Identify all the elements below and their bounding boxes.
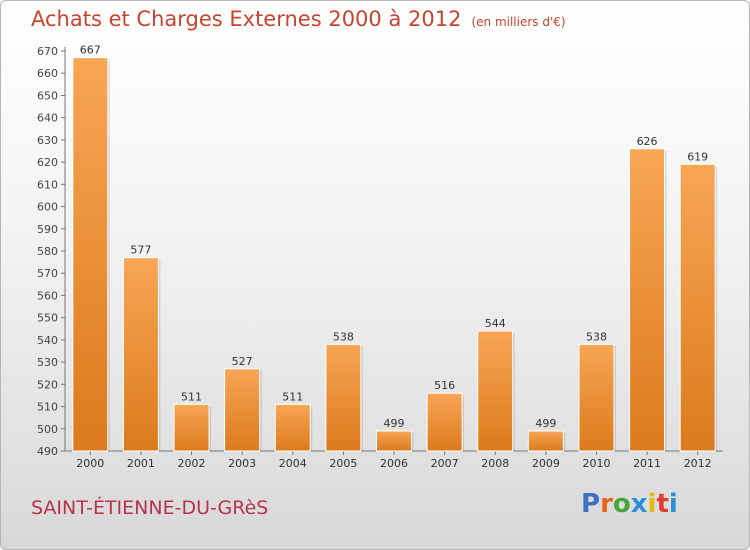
x-tick-label-2001: 2001 bbox=[127, 457, 155, 470]
x-tick-label-2000: 2000 bbox=[76, 457, 104, 470]
logo-letter: r bbox=[600, 489, 613, 519]
chart-title-text: Achats et Charges Externes 2000 à 2012 bbox=[31, 7, 462, 31]
y-tick-label: 660 bbox=[37, 67, 58, 80]
bar-2003 bbox=[224, 368, 261, 452]
y-tick-label: 670 bbox=[37, 45, 58, 58]
city-name: SAINT-ÉTIENNE-DU-GRèS bbox=[31, 497, 269, 519]
bar-2008 bbox=[477, 330, 514, 452]
axes: 490 500 510 520 530 540 550 560 570 580 590 600 610 6… bbox=[37, 45, 723, 470]
bar-2006 bbox=[376, 430, 412, 452]
y-tick-label: 640 bbox=[37, 112, 58, 125]
chart-subtitle: (en milliers d'€) bbox=[471, 15, 566, 29]
x-tick-label-2007: 2007 bbox=[431, 457, 459, 470]
bar-2007 bbox=[426, 392, 463, 452]
x-tick-label-2009: 2009 bbox=[532, 457, 560, 470]
logo-letter: i bbox=[668, 489, 678, 519]
bar-2005 bbox=[325, 343, 362, 452]
y-tick-label: 650 bbox=[37, 89, 58, 102]
y-tick-label: 580 bbox=[37, 245, 58, 258]
y-tick-label: 630 bbox=[37, 134, 58, 147]
data-label-2007: 516 bbox=[434, 379, 455, 392]
bar-2009 bbox=[527, 430, 564, 452]
y-tick-label: 540 bbox=[37, 334, 58, 347]
logo-letter: i bbox=[647, 489, 657, 519]
data-label-2000: 667 bbox=[80, 44, 101, 57]
bar-2000 bbox=[72, 57, 109, 452]
y-tick-label: 600 bbox=[37, 201, 58, 214]
y-tick-label: 560 bbox=[37, 289, 58, 302]
y-tick-label: 500 bbox=[37, 423, 58, 436]
x-tick-label-2003: 2003 bbox=[228, 457, 256, 470]
data-label-2001: 577 bbox=[130, 244, 151, 257]
y-tick-label: 510 bbox=[37, 401, 58, 414]
data-label-2005: 538 bbox=[333, 330, 354, 343]
x-tick-label-2011: 2011 bbox=[633, 457, 661, 470]
bar-2002 bbox=[173, 403, 210, 452]
data-label-2004: 511 bbox=[282, 390, 303, 403]
bars: 667 577 511 527 511 538 499 516 544 499 538 626 619 bbox=[72, 44, 718, 452]
logo-letter: o bbox=[612, 489, 631, 519]
data-label-2006: 499 bbox=[384, 417, 405, 430]
bar-2004 bbox=[274, 403, 311, 452]
bar-2010 bbox=[578, 343, 615, 452]
y-tick-label: 570 bbox=[37, 267, 58, 280]
data-label-2002: 511 bbox=[181, 390, 202, 403]
chart-title: Achats et Charges Externes 2000 à 2012 (e… bbox=[31, 7, 566, 31]
data-label-2010: 538 bbox=[586, 330, 607, 343]
logo-letter: t bbox=[656, 489, 669, 519]
y-tick-label: 590 bbox=[37, 223, 58, 236]
data-label-2009: 499 bbox=[535, 417, 556, 430]
data-label-2011: 626 bbox=[637, 135, 658, 148]
data-label-2003: 527 bbox=[232, 355, 253, 368]
bar-2012 bbox=[679, 163, 716, 452]
y-tick-label: 490 bbox=[37, 445, 58, 458]
proxiti-logo: Proxiti bbox=[581, 489, 678, 519]
data-label-2008: 544 bbox=[485, 317, 506, 330]
logo-letter: P bbox=[581, 489, 601, 519]
data-label-2012: 619 bbox=[687, 150, 708, 163]
y-tick-label: 550 bbox=[37, 312, 58, 325]
x-tick-label-2012: 2012 bbox=[684, 457, 712, 470]
x-tick-label-2006: 2006 bbox=[380, 457, 408, 470]
x-tick-label-2008: 2008 bbox=[481, 457, 509, 470]
x-tick-label-2005: 2005 bbox=[329, 457, 357, 470]
y-tick-label: 610 bbox=[37, 178, 58, 191]
x-tick-label-2002: 2002 bbox=[178, 457, 206, 470]
bar-2011 bbox=[629, 148, 666, 452]
x-tick-label-2010: 2010 bbox=[582, 457, 610, 470]
logo-letter: x bbox=[630, 489, 648, 519]
x-tick-label-2004: 2004 bbox=[279, 457, 307, 470]
y-tick-label: 620 bbox=[37, 156, 58, 169]
y-tick-label: 520 bbox=[37, 378, 58, 391]
y-tick-label: 530 bbox=[37, 356, 58, 369]
bar-2001 bbox=[122, 257, 159, 452]
